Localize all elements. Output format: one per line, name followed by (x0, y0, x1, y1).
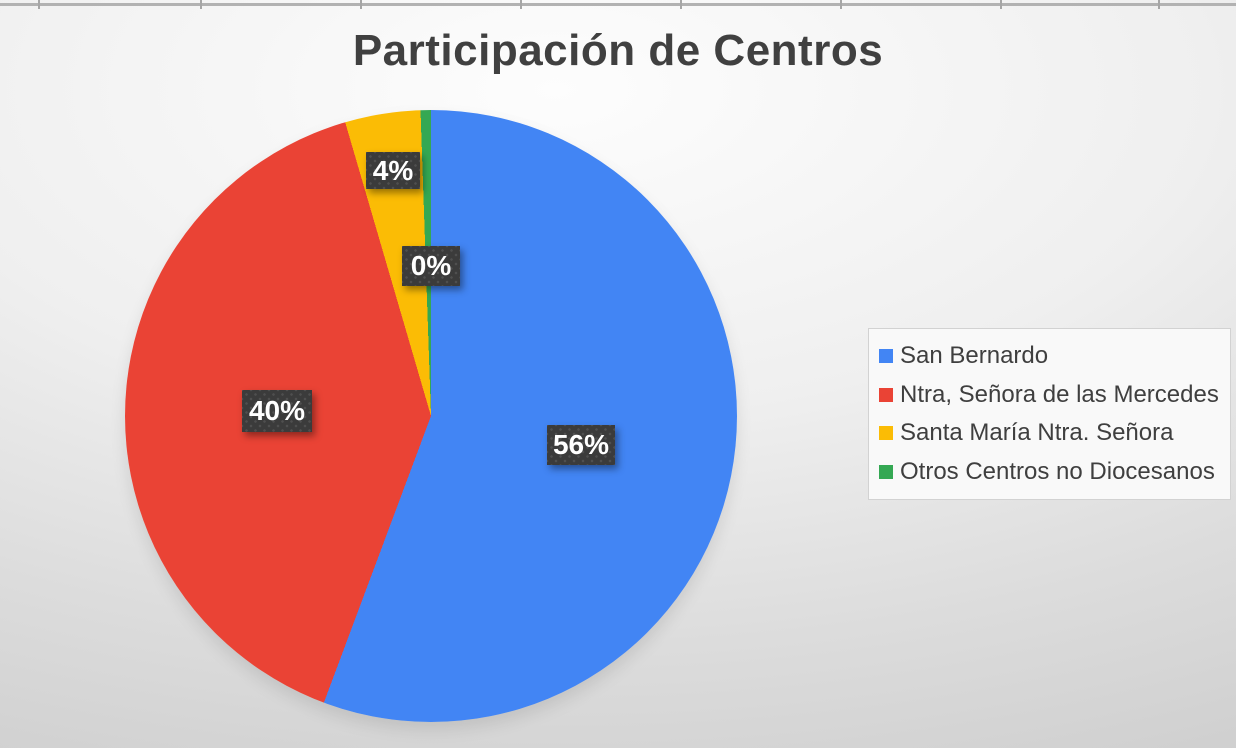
legend-label: San Bernardo (900, 342, 1049, 370)
sheet-edge-line (0, 3, 1236, 6)
pie-data-label-mercedes: 40% (242, 390, 312, 432)
legend-label: Ntra, Señora de las Mercedes (900, 380, 1219, 408)
legend-swatch-red-icon (879, 387, 893, 402)
pie-data-label-otros: 0% (402, 246, 460, 286)
legend-item-mercedes[interactable]: Ntra, Señora de las Mercedes (879, 381, 1230, 409)
pie-data-label-santa-maria: 4% (366, 152, 420, 189)
sheet-column-tick (680, 0, 682, 9)
chart-title: Participación de Centros (352, 26, 884, 75)
legend-label: Santa María Ntra. Señora (900, 419, 1174, 447)
legend-swatch-blue-icon (879, 349, 893, 364)
sheet-column-tick (360, 0, 362, 9)
legend-swatch-green-icon (879, 464, 893, 479)
sheet-column-tick (1000, 0, 1002, 9)
legend-swatch-yellow-icon (879, 426, 893, 441)
chart-legend[interactable]: San Bernardo Ntra, Señora de las Mercede… (868, 328, 1231, 500)
legend-label: Otros Centros no Diocesanos (900, 457, 1215, 485)
pie-chart[interactable] (125, 110, 737, 722)
legend-item-san-bernardo[interactable]: San Bernardo (879, 342, 1230, 370)
sheet-column-tick (520, 0, 522, 9)
sheet-column-tick (200, 0, 202, 9)
sheet-column-tick (1158, 0, 1160, 9)
legend-item-otros[interactable]: Otros Centros no Diocesanos (879, 458, 1230, 486)
legend-item-santa-maria[interactable]: Santa María Ntra. Señora (879, 419, 1230, 447)
sheet-column-tick (38, 0, 40, 9)
sheet-column-tick (840, 0, 842, 9)
pie-data-label-san-bernardo: 56% (547, 425, 615, 465)
